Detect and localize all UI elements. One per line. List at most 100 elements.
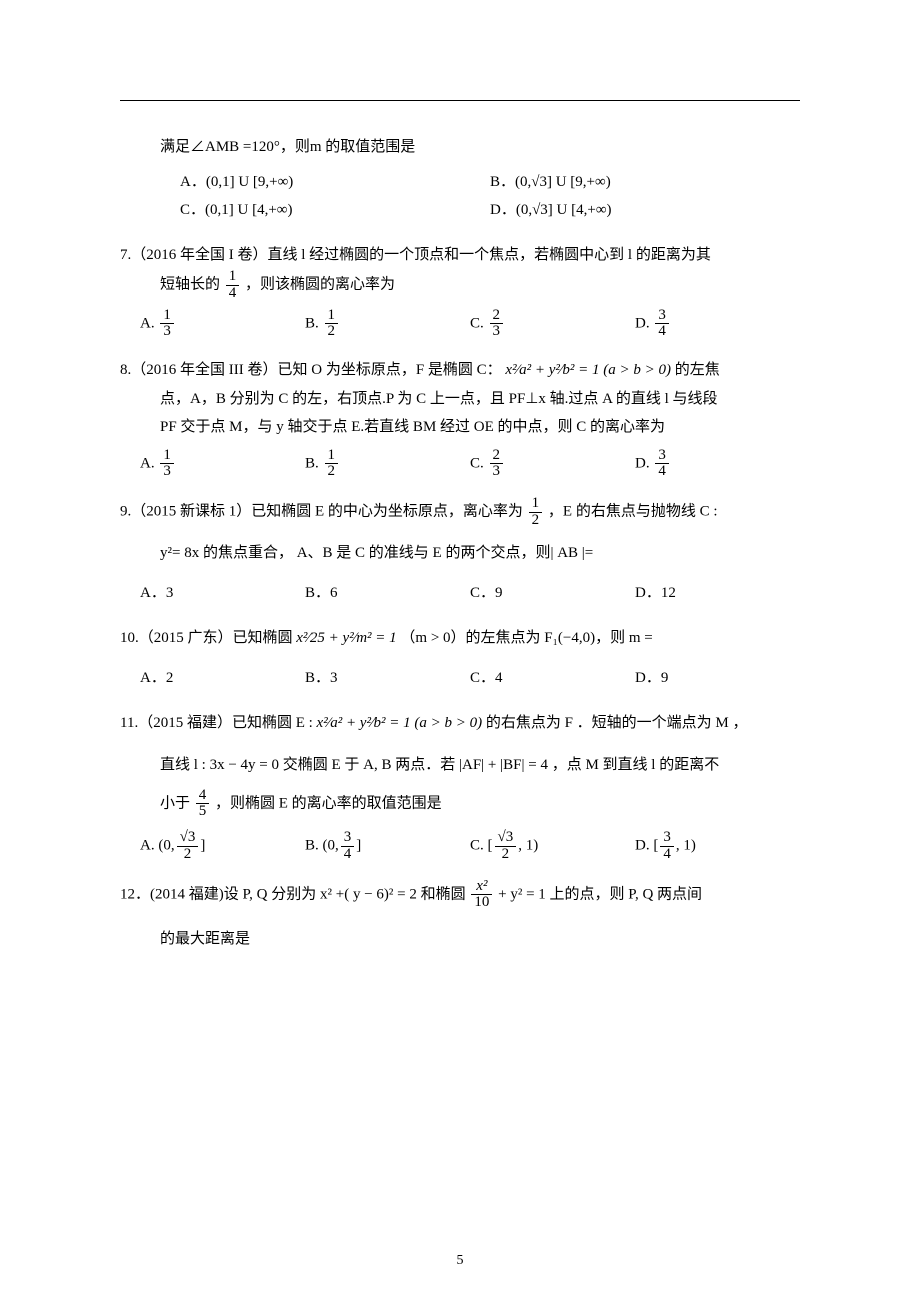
q10-opt-d: D．9: [635, 664, 800, 693]
d: 4: [341, 847, 355, 863]
d: 5: [196, 804, 210, 820]
label: B.: [305, 315, 319, 331]
q7-opt-a: A. 13: [140, 308, 305, 341]
d: 3: [160, 324, 174, 340]
mid: （m > 0）的左焦点为 F₁(−4,0)，则 m =: [400, 630, 652, 646]
q12-stem-1: 12．(2014 福建)设 P, Q 分别为 x² +( y − 6)² = 2…: [120, 879, 800, 912]
pre: 小于: [160, 795, 190, 811]
label: C.: [470, 455, 484, 471]
q11-stem-2: 直线 l : 3x − 4y = 0 交椭圆 E 于 A, B 两点．若 |AF…: [120, 751, 800, 780]
post: + y² = 1 上的点，则 P, Q 两点间: [498, 886, 702, 902]
n: 1: [325, 448, 339, 465]
n: 1: [160, 308, 174, 325]
label: D.: [635, 315, 650, 331]
q7-stem-2: 短轴长的 14 ，则该椭圆的离心率为: [120, 269, 800, 302]
q8-opt-d: D. 34: [635, 448, 800, 481]
n: √3: [177, 830, 199, 847]
frac-d: 4: [226, 286, 240, 302]
label: A.: [140, 455, 155, 471]
post: ，则椭圆 E 的离心率的取值范围是: [215, 795, 442, 811]
d: 2: [325, 464, 339, 480]
pre: 11.（2015 福建）已知椭圆 E :: [120, 715, 317, 731]
n: 2: [490, 308, 504, 325]
q7-pre: 短轴长的: [160, 277, 220, 293]
q6-opt-c: C．(0,1] U [4,+∞): [180, 196, 490, 225]
q7-post: ，则该椭圆的离心率为: [245, 277, 395, 293]
d: 10: [471, 895, 492, 911]
q9-stem-2: y²= 8x 的焦点重合， A、B 是 C 的准线与 E 的两个交点，则| AB…: [120, 539, 800, 568]
label: D.: [635, 838, 650, 854]
q7-opt-c: C. 23: [470, 308, 635, 341]
label: C.: [470, 315, 484, 331]
pre: 10.（2015 广东）已知椭圆: [120, 630, 296, 646]
post: , 1): [518, 838, 538, 854]
q9-opt-a: A．3: [140, 579, 305, 608]
label: C.: [470, 838, 484, 854]
q11: 11.（2015 福建）已知椭圆 E : x²⁄a² + y²⁄b² = 1 (…: [120, 709, 800, 863]
q10-opt-b: B．3: [305, 664, 470, 693]
n: 1: [325, 308, 339, 325]
q6-continuation: 满足∠AMB =120°，则m 的取值范围是 A．(0,1] U [9,+∞) …: [120, 133, 800, 225]
d: 3: [490, 324, 504, 340]
n: √3: [495, 830, 517, 847]
q10: 10.（2015 广东）已知椭圆 x²⁄25 + y²⁄m² = 1 （m > …: [120, 624, 800, 693]
q12: 12．(2014 福建)设 P, Q 分别为 x² +( y − 6)² = 2…: [120, 879, 800, 954]
q8-stem-1: 8.（2016 年全国 III 卷）已知 O 为坐标原点，F 是椭圆 C： x²…: [120, 356, 800, 385]
d: 2: [529, 513, 543, 529]
page-number: 5: [0, 1248, 920, 1275]
q11-opt-b: B. (0,34]: [305, 830, 470, 863]
post: ]: [356, 838, 361, 854]
q8-stem-3: PF 交于点 M，与 y 轴交于点 E.若直线 BM 经过 OE 的中点，则 C…: [120, 413, 800, 442]
d: 4: [655, 324, 669, 340]
q7-stem-1: 7.（2016 年全国 I 卷）直线 l 经过椭圆的一个顶点和一个焦点，若椭圆中…: [120, 241, 800, 270]
eq: x²⁄a² + y²⁄b² = 1 (a > b > 0): [317, 715, 483, 731]
post: ]: [200, 838, 205, 854]
q7-opt-b: B. 12: [305, 308, 470, 341]
pre: [: [653, 838, 658, 854]
post: ，E 的右焦点与抛物线 C :: [548, 504, 718, 520]
q8-opt-b: B. 12: [305, 448, 470, 481]
q9-options: A．3 B．6 C．9 D．12: [120, 579, 800, 608]
q8-opt-a: A. 13: [140, 448, 305, 481]
label: A.: [140, 838, 155, 854]
q11-opt-d: D. [34, 1): [635, 830, 800, 863]
n: 4: [196, 788, 210, 805]
q6-stem: 满足∠AMB =120°，则m 的取值范围是: [160, 133, 800, 162]
q9: 9.（2015 新课标 1）已知椭圆 E 的中心为坐标原点，离心率为 12 ，E…: [120, 496, 800, 608]
q6-options: A．(0,1] U [9,+∞) B．(0,√3] U [9,+∞) C．(0,…: [160, 168, 800, 225]
q7-opt-d: D. 34: [635, 308, 800, 341]
q11-options: A. (0,√32] B. (0,34] C. [√32, 1) D. [34,…: [120, 830, 800, 863]
n: 1: [529, 496, 543, 513]
pre: (0,: [323, 838, 339, 854]
q6-opt-d: D．(0,√3] U [4,+∞): [490, 196, 800, 225]
q11-opt-a: A. (0,√32]: [140, 830, 305, 863]
q10-options: A．2 B．3 C．4 D．9: [120, 664, 800, 693]
label: A.: [140, 315, 155, 331]
label: B.: [305, 455, 319, 471]
q8: 8.（2016 年全国 III 卷）已知 O 为坐标原点，F 是椭圆 C： x²…: [120, 356, 800, 480]
pre: (0,: [158, 838, 174, 854]
pre: 12．(2014 福建)设 P, Q 分别为 x² +( y − 6)² = 2…: [120, 886, 469, 902]
label: B.: [305, 838, 319, 854]
n: 3: [660, 830, 674, 847]
n: x²: [471, 879, 492, 896]
q9-opt-d: D．12: [635, 579, 800, 608]
frac-n: 1: [226, 269, 240, 286]
q11-opt-c: C. [√32, 1): [470, 830, 635, 863]
d: 2: [325, 324, 339, 340]
q8-stem-2: 点，A，B 分别为 C 的左，右顶点.P 为 C 上一点，且 PF⊥x 轴.过点…: [120, 385, 800, 414]
d: 3: [490, 464, 504, 480]
q6-opt-a: A．(0,1] U [9,+∞): [180, 168, 490, 197]
n: 1: [160, 448, 174, 465]
top-rule: [120, 100, 800, 101]
q8-opt-c: C. 23: [470, 448, 635, 481]
label: D.: [635, 455, 650, 471]
q12-stem-2: 的最大距离是: [120, 925, 800, 954]
pre: 9.（2015 新课标 1）已知椭圆 E 的中心为坐标原点，离心率为: [120, 504, 523, 520]
q11-stem-1: 11.（2015 福建）已知椭圆 E : x²⁄a² + y²⁄b² = 1 (…: [120, 709, 800, 738]
pre: 8.（2016 年全国 III 卷）已知 O 为坐标原点，F 是椭圆 C：: [120, 362, 502, 378]
d: 4: [660, 847, 674, 863]
q8-options: A. 13 B. 12 C. 23 D. 34: [120, 448, 800, 481]
n: 3: [341, 830, 355, 847]
d: 2: [177, 847, 199, 863]
